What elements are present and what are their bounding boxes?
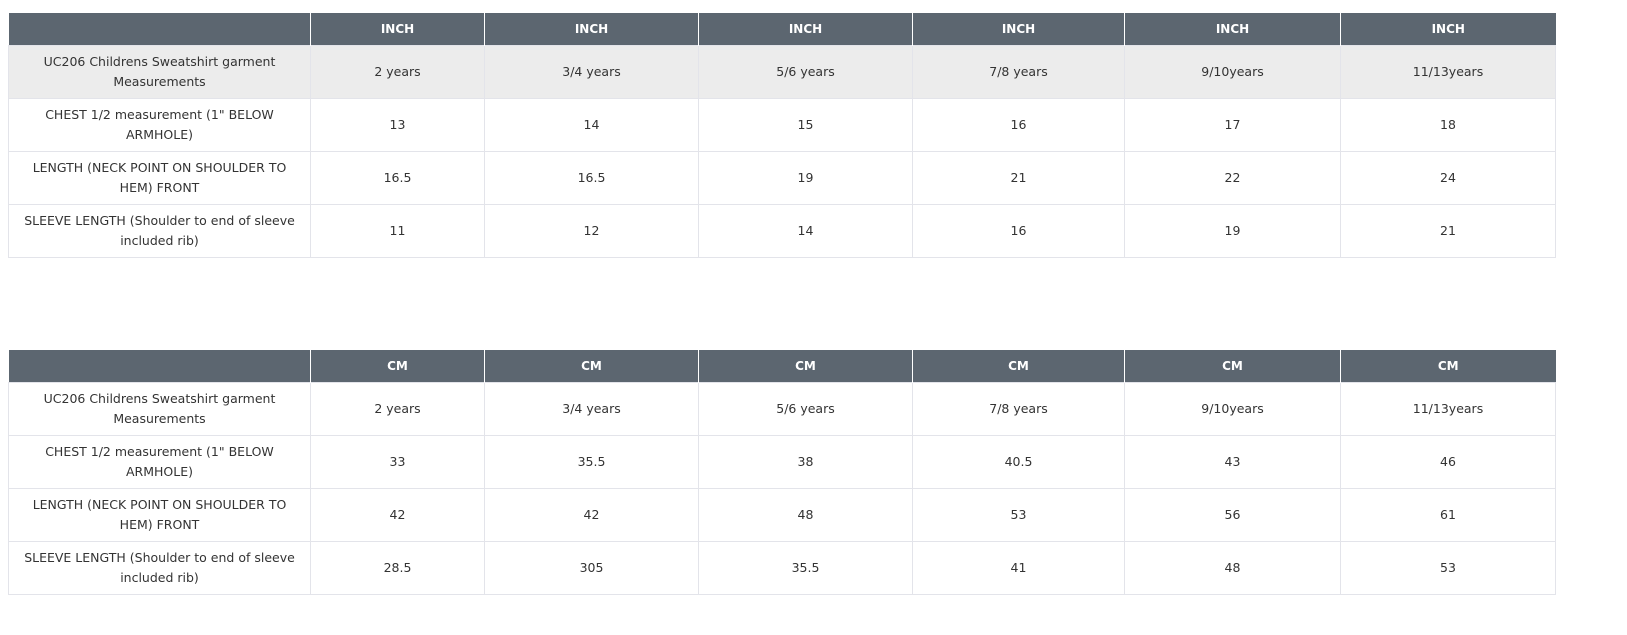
unit-header-cell (8, 13, 311, 46)
measurement-row: LENGTH (NECK POINT ON SHOULDER TO HEM) F… (8, 151, 1556, 205)
table-cell: 33 (310, 435, 485, 489)
table-cell: 3/4 years (484, 45, 699, 99)
measurement-row: SLEEVE LENGTH (Shoulder to end of sleeve… (8, 204, 1556, 258)
table-cell: 16.5 (484, 151, 699, 205)
table-cell: 2 years (310, 45, 485, 99)
table-cell: 53 (1340, 541, 1556, 595)
table-cell: 42 (484, 488, 699, 542)
table-cell: 18 (1340, 98, 1556, 152)
table-cell: 13 (310, 98, 485, 152)
table-cell: 61 (1340, 488, 1556, 542)
row-label: LENGTH (NECK POINT ON SHOULDER TO HEM) F… (8, 151, 311, 205)
unit-header-cell: CM (1124, 350, 1341, 383)
measurement-row: CHEST 1/2 measurement (1" BELOW ARMHOLE)… (8, 435, 1556, 489)
unit-header-cell: INCH (698, 13, 913, 46)
unit-header-row: CM CM CM CM CM CM (8, 350, 1556, 383)
table-cell: 35.5 (698, 541, 913, 595)
table-cell: 53 (912, 488, 1125, 542)
table-cell: 21 (912, 151, 1125, 205)
table-cell: 48 (698, 488, 913, 542)
table-cell: 24 (1340, 151, 1556, 205)
table-cell: 2 years (310, 382, 485, 436)
measurement-row: CHEST 1/2 measurement (1" BELOW ARMHOLE)… (8, 98, 1556, 152)
measurement-row: SLEEVE LENGTH (Shoulder to end of sleeve… (8, 541, 1556, 595)
unit-header-row: INCH INCH INCH INCH INCH INCH (8, 13, 1556, 46)
table-cell: 14 (484, 98, 699, 152)
unit-header-cell: INCH (1340, 13, 1556, 46)
unit-header-cell (8, 350, 311, 383)
cm-size-table: CM CM CM CM CM CM UC206 Childrens Sweatshirt g… (8, 350, 1556, 595)
table-cell: 43 (1124, 435, 1341, 489)
row-label: UC206 Childrens Sweatshirt garment Measu… (8, 45, 311, 99)
table-cell: 11 (310, 204, 485, 258)
table-cell: 14 (698, 204, 913, 258)
table-cell: 5/6 years (698, 382, 913, 436)
unit-header-cell: INCH (1124, 13, 1341, 46)
row-label: LENGTH (NECK POINT ON SHOULDER TO HEM) F… (8, 488, 311, 542)
table-cell: 16 (912, 204, 1125, 258)
table-cell: 16 (912, 98, 1125, 152)
inch-size-table: INCH INCH INCH INCH INCH INCH UC206 Childrens … (8, 13, 1556, 258)
table-cell: 40.5 (912, 435, 1125, 489)
table-cell: 3/4 years (484, 382, 699, 436)
table-cell: 7/8 years (912, 45, 1125, 99)
unit-header-cell: INCH (310, 13, 485, 46)
table-cell: 11/13years (1340, 382, 1556, 436)
table-cell: 9/10years (1124, 45, 1341, 99)
table-cell: 35.5 (484, 435, 699, 489)
table-cell: 5/6 years (698, 45, 913, 99)
table-cell: 19 (698, 151, 913, 205)
unit-header-cell: CM (484, 350, 699, 383)
size-row: UC206 Childrens Sweatshirt garment Measu… (8, 45, 1556, 99)
table-cell: 9/10years (1124, 382, 1341, 436)
table-cell: 48 (1124, 541, 1341, 595)
unit-header-cell: INCH (484, 13, 699, 46)
size-row: UC206 Childrens Sweatshirt garment Measu… (8, 382, 1556, 436)
table-cell: 305 (484, 541, 699, 595)
table-cell: 46 (1340, 435, 1556, 489)
table-cell: 16.5 (310, 151, 485, 205)
table-cell: 19 (1124, 204, 1341, 258)
unit-header-cell: INCH (912, 13, 1125, 46)
unit-header-cell: CM (912, 350, 1125, 383)
measurement-row: LENGTH (NECK POINT ON SHOULDER TO HEM) F… (8, 488, 1556, 542)
table-cell: 41 (912, 541, 1125, 595)
table-cell: 11/13years (1340, 45, 1556, 99)
unit-header-cell: CM (698, 350, 913, 383)
row-label: CHEST 1/2 measurement (1" BELOW ARMHOLE) (8, 435, 311, 489)
table-cell: 17 (1124, 98, 1341, 152)
table-cell: 28.5 (310, 541, 485, 595)
row-label: SLEEVE LENGTH (Shoulder to end of sleeve… (8, 541, 311, 595)
table-cell: 7/8 years (912, 382, 1125, 436)
row-label: UC206 Childrens Sweatshirt garment Measu… (8, 382, 311, 436)
unit-header-cell: CM (310, 350, 485, 383)
unit-header-cell: CM (1340, 350, 1556, 383)
table-cell: 22 (1124, 151, 1341, 205)
row-label: SLEEVE LENGTH (Shoulder to end of sleeve… (8, 204, 311, 258)
table-cell: 15 (698, 98, 913, 152)
table-cell: 56 (1124, 488, 1341, 542)
row-label: CHEST 1/2 measurement (1" BELOW ARMHOLE) (8, 98, 311, 152)
table-cell: 21 (1340, 204, 1556, 258)
table-cell: 12 (484, 204, 699, 258)
table-cell: 42 (310, 488, 485, 542)
table-cell: 38 (698, 435, 913, 489)
